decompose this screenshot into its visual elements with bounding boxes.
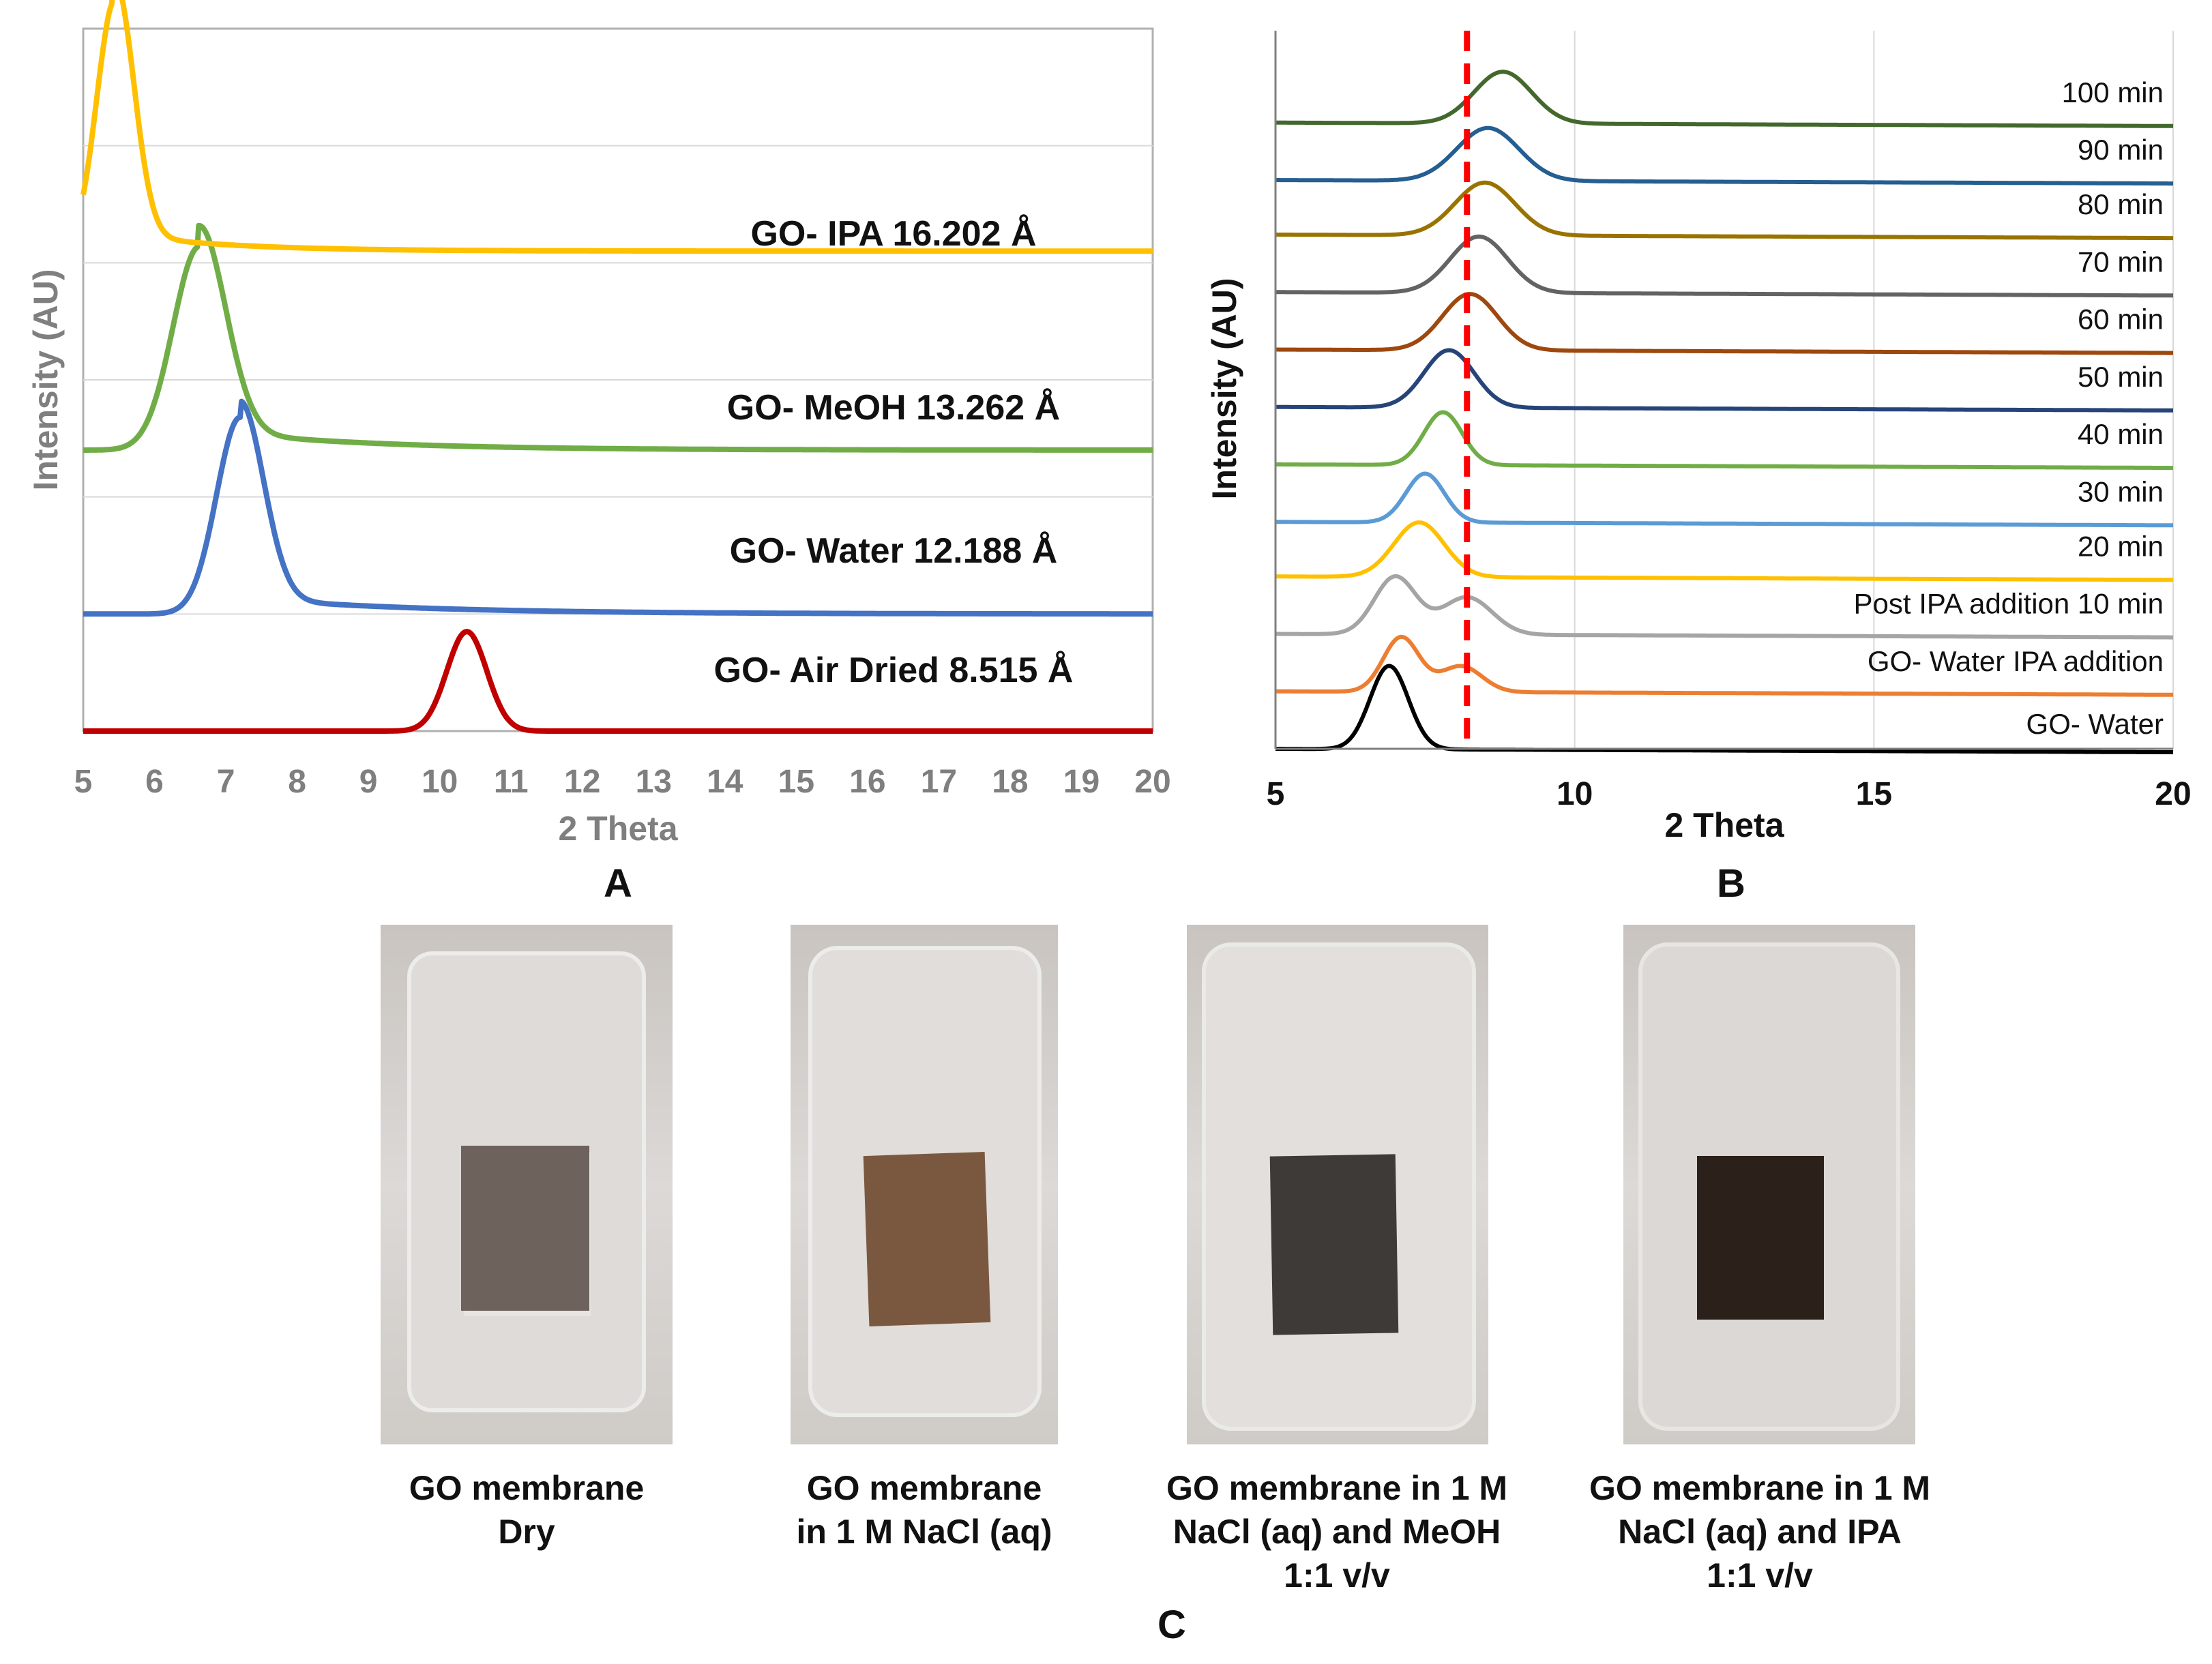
caption-line: GO membrane bbox=[806, 1469, 1042, 1507]
chart-b-series-label: 100 min bbox=[2062, 76, 2164, 108]
chart-a-series-label: GO- Air Dried 8.515 Å bbox=[714, 651, 1074, 690]
caption-line: 1:1 v/v bbox=[1284, 1556, 1390, 1594]
photo-go-membrane-nacl bbox=[791, 925, 1058, 1444]
chart-b-series-label: 80 min bbox=[2078, 188, 2164, 220]
membrane-sample bbox=[1697, 1156, 1824, 1320]
chart-a-x-axis-title: 2 Theta bbox=[558, 809, 678, 848]
panel-label-b: B bbox=[1717, 861, 1745, 906]
chart-a-series bbox=[80, 0, 1154, 734]
caption-line: 1:1 v/v bbox=[1707, 1556, 1813, 1594]
chart-a-x-tick-label: 14 bbox=[707, 764, 743, 800]
chart-b-x-tick-label: 5 bbox=[1267, 776, 1285, 812]
chart-b-series-label: 40 min bbox=[2078, 418, 2164, 450]
chart-b-x-tick-label: 10 bbox=[1557, 776, 1593, 812]
caption-line: NaCl (aq) and MeOH bbox=[1173, 1513, 1501, 1551]
chart-a-x-tick-label: 8 bbox=[288, 764, 306, 800]
chart-b-series-label: 90 min bbox=[2078, 134, 2164, 166]
chart-a-series-line bbox=[82, 629, 1154, 734]
caption-line: GO membrane in 1 M bbox=[1166, 1469, 1508, 1507]
panel-label-a: A bbox=[604, 861, 632, 906]
chart-a-series-label: GO- Water 12.188 Å bbox=[730, 531, 1058, 571]
caption-line: GO membrane in 1 M bbox=[1589, 1469, 1931, 1507]
chart-a-y-axis-title: Intensity (AU) bbox=[27, 269, 65, 491]
chart-b-series-label: GO- Water IPA addition bbox=[1868, 645, 2164, 677]
chart-b-series-line bbox=[1274, 180, 2174, 241]
chart-a-x-tick-label: 6 bbox=[145, 764, 164, 800]
photo-caption-nacl-ipa: GO membrane in 1 M NaCl (aq) and IPA 1:1… bbox=[1548, 1466, 1971, 1597]
chart-b-x-ticks: 5 10 15 20 bbox=[1267, 776, 2192, 812]
chart-b-series-line bbox=[1274, 234, 2174, 298]
chart-b-series-line bbox=[1274, 410, 2174, 471]
chart-b-series-line bbox=[1274, 471, 2174, 528]
panel-label-c: C bbox=[1157, 1603, 1186, 1647]
photo-panel-c: C bbox=[381, 925, 1915, 1647]
chart-a-x-tick-label: 7 bbox=[217, 764, 235, 800]
chart-b-series-label: 50 min bbox=[2078, 361, 2164, 393]
photo-caption-nacl: GO membrane in 1 M NaCl (aq) bbox=[713, 1466, 1136, 1554]
chart-a-x-tick-label: 19 bbox=[1063, 764, 1100, 800]
chart-a-x-tick-label: 11 bbox=[494, 764, 529, 800]
chart-b-series-line bbox=[1274, 634, 2174, 697]
photo-go-membrane-nacl-meoh bbox=[1187, 925, 1488, 1444]
chart-b-x-axis-title: 2 Theta bbox=[1664, 806, 1784, 844]
chart-a-x-ticks: 5 6 7 8 9 10 11 12 13 14 15 16 17 18 19 20 bbox=[74, 764, 1171, 800]
chart-b-plot-area bbox=[1275, 31, 2173, 749]
chart-b-series-line bbox=[1274, 292, 2174, 355]
photo-go-membrane-nacl-ipa bbox=[1623, 925, 1915, 1444]
membrane-sample bbox=[863, 1151, 991, 1327]
chart-b-x-tick-label: 20 bbox=[2155, 776, 2191, 812]
chart-b-series-line bbox=[1274, 125, 2174, 186]
photo-caption-dry: GO membrane Dry bbox=[315, 1466, 738, 1554]
chart-b-series-label: 30 min bbox=[2078, 475, 2164, 507]
chart-a-series-label: GO- IPA 16.202 Å bbox=[750, 214, 1036, 254]
chart-b-series-label: GO- Water bbox=[2026, 708, 2164, 740]
chart-b-series-line bbox=[1274, 574, 2174, 640]
membrane-sample bbox=[461, 1146, 589, 1311]
caption-line: NaCl (aq) and IPA bbox=[1618, 1513, 1902, 1551]
photo-caption-nacl-meoh: GO membrane in 1 M NaCl (aq) and MeOH 1:… bbox=[1125, 1466, 1548, 1597]
chart-b-gridlines bbox=[1574, 31, 2174, 749]
chart-a-x-tick-label: 13 bbox=[636, 764, 672, 800]
membrane-sample bbox=[1269, 1154, 1399, 1335]
chart-b: GO- Water GO- Water IPA addition Post IPA … bbox=[1205, 31, 2192, 906]
chart-b-series-label: 20 min bbox=[2078, 530, 2164, 562]
chart-b-series bbox=[1274, 70, 2174, 755]
chart-a-x-tick-label: 5 bbox=[74, 764, 93, 800]
caption-line: in 1 M NaCl (aq) bbox=[796, 1513, 1052, 1551]
chart-a-x-tick-label: 16 bbox=[849, 764, 885, 800]
chart-a-series-label: GO- MeOH 13.262 Å bbox=[727, 388, 1060, 428]
chart-b-y-axis-title: Intensity (AU) bbox=[1205, 278, 1243, 500]
chart-b-series-label: Post IPA addition 10 min bbox=[1854, 588, 2164, 620]
chart-a-x-tick-label: 18 bbox=[992, 764, 1028, 800]
chart-a-series-labels: GO- Air Dried 8.515 Å GO- Water 12.188 Å G… bbox=[714, 214, 1074, 690]
chart-a-x-tick-label: 20 bbox=[1134, 764, 1170, 800]
chart-a-x-tick-label: 10 bbox=[422, 764, 458, 800]
chart-a-x-tick-label: 12 bbox=[564, 764, 600, 800]
chart-b-series-label: 60 min bbox=[2078, 303, 2164, 336]
chart-a-series-line bbox=[82, 222, 1154, 453]
chart-b-x-tick-label: 15 bbox=[1856, 776, 1892, 812]
chart-a-x-tick-label: 9 bbox=[359, 764, 378, 800]
photo-go-membrane-dry bbox=[381, 925, 673, 1444]
chart-a-series-line bbox=[82, 398, 1154, 617]
caption-line: Dry bbox=[498, 1513, 555, 1551]
chart-a: GO- Air Dried 8.515 Å GO- Water 12.188 Å G… bbox=[27, 0, 1171, 906]
chart-b-series-line bbox=[1274, 348, 2174, 413]
chart-a-x-tick-label: 15 bbox=[778, 764, 814, 800]
chart-b-series-line bbox=[1274, 520, 2174, 582]
chart-b-series-label: 70 min bbox=[2078, 246, 2164, 278]
chart-a-series-line bbox=[80, 0, 1154, 254]
caption-line: GO membrane bbox=[409, 1469, 645, 1507]
chart-a-x-tick-label: 17 bbox=[921, 764, 957, 800]
chart-b-series-line bbox=[1274, 70, 2174, 128]
chart-b-series-line bbox=[1274, 664, 2174, 755]
chart-b-series-labels: GO- Water GO- Water IPA addition Post IPA … bbox=[1854, 76, 2164, 740]
